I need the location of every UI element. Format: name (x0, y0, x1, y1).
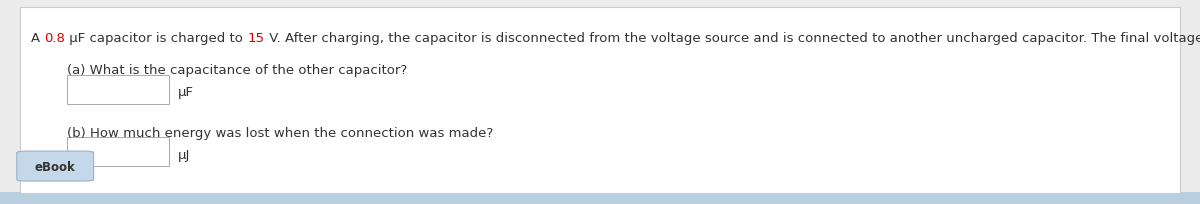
Text: μF: μF (178, 86, 193, 99)
Text: (b) How much energy was lost when the connection was made?: (b) How much energy was lost when the co… (67, 126, 493, 139)
Text: 0.8: 0.8 (44, 32, 66, 44)
Text: V. After charging, the capacitor is disconnected from the voltage source and is : V. After charging, the capacitor is disc… (264, 32, 1200, 44)
Text: eBook: eBook (35, 160, 76, 173)
Text: 15: 15 (247, 32, 264, 44)
Text: (a) What is the capacitance of the other capacitor?: (a) What is the capacitance of the other… (67, 63, 408, 76)
Text: A: A (31, 32, 44, 44)
Text: μF capacitor is charged to: μF capacitor is charged to (66, 32, 247, 44)
Text: μJ: μJ (178, 148, 190, 161)
